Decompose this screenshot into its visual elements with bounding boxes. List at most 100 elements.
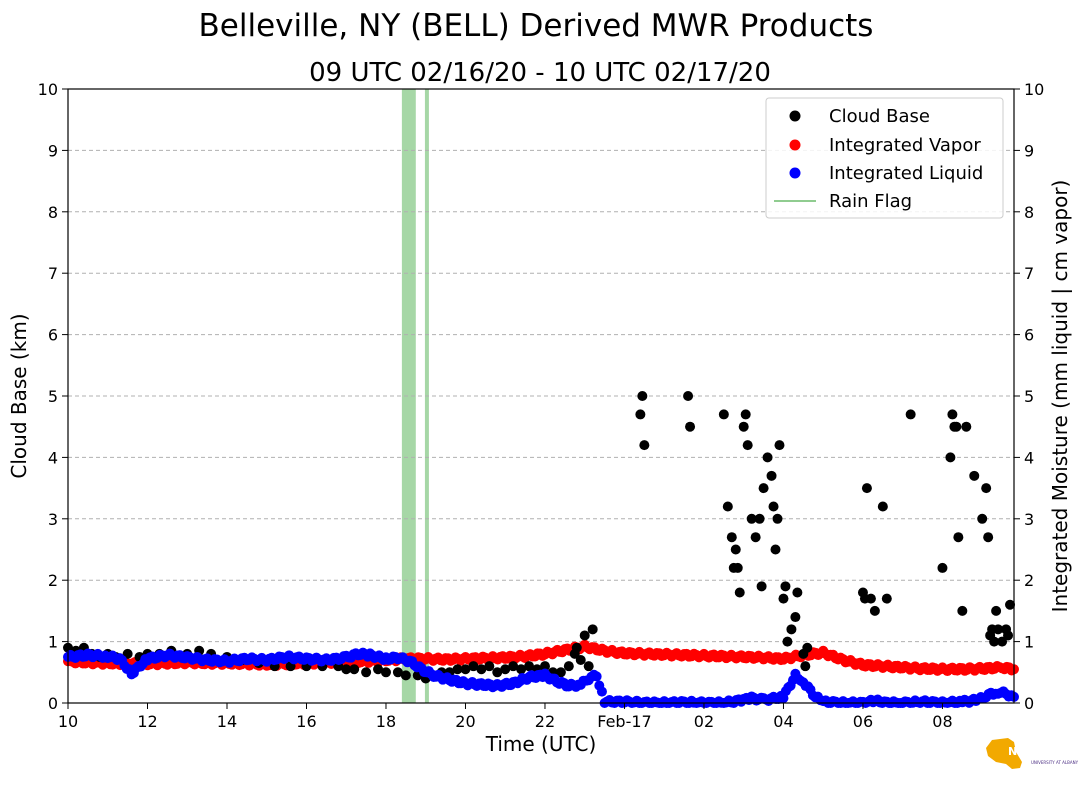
y-tick-label-left: 2 [48, 571, 58, 590]
cloud-base-point [905, 409, 916, 420]
cloud-base-point [361, 667, 372, 678]
cloud-base-point [981, 483, 992, 494]
y-tick-label-left: 1 [48, 633, 58, 652]
cloud-base-point [685, 421, 696, 432]
cloud-base-point [802, 642, 813, 653]
x-tick-label: 04 [773, 712, 793, 731]
y-tick-label-left: 6 [48, 326, 58, 345]
legend-marker-cloud-base [789, 110, 801, 122]
y-tick-label-left: 5 [48, 387, 58, 406]
cloud-base-point [460, 664, 471, 675]
cloud-base-point [563, 661, 574, 672]
cloud-base-point [341, 664, 352, 675]
legend-label-integrated-liquid: Integrated Liquid [829, 163, 983, 184]
x-tick-label: 18 [376, 712, 396, 731]
y-tick-label-right: 2 [1024, 571, 1034, 590]
x-tick-label: 10 [58, 712, 78, 731]
x-tick-label: 16 [296, 712, 316, 731]
cloud-base-point [869, 605, 880, 616]
cloud-base-point [571, 642, 582, 653]
cloud-base-point [1003, 630, 1014, 641]
cloud-base-point [639, 440, 650, 451]
cloud-base-point [555, 667, 566, 678]
y-axis-right-label: Integrated Moisture (mm liquid | cm vapo… [1048, 180, 1072, 613]
y-tick-label-right: 4 [1024, 448, 1034, 467]
cloud-base-point [865, 593, 876, 604]
chart-subtitle: 09 UTC 02/16/20 - 10 UTC 02/17/20 [309, 58, 771, 88]
y-axis-left-label: Cloud Base (km) [7, 313, 31, 478]
cloud-base-point [780, 581, 791, 592]
y-tick-label-right: 7 [1024, 264, 1034, 283]
y-tick-label-left: 7 [48, 264, 58, 283]
legend-box [765, 97, 1004, 219]
x-tick-label: 12 [137, 712, 157, 731]
cloud-base-point [997, 636, 1008, 647]
cloud-base-point [754, 513, 765, 524]
cloud-base-point [722, 501, 733, 512]
cloud-base-point [792, 587, 803, 598]
cloud-base-point [484, 661, 495, 672]
cloud-base-point [579, 630, 590, 641]
y-tick-label-left: 8 [48, 203, 58, 222]
cloud-base-point [746, 513, 757, 524]
cloud-base-point [790, 612, 801, 623]
cloud-base-point [1005, 599, 1016, 610]
cloud-base-point [575, 655, 586, 666]
y-tick-label-right: 6 [1024, 326, 1034, 345]
x-tick-label: 02 [694, 712, 714, 731]
y-tick-label-right: 8 [1024, 203, 1034, 222]
cloud-base-point [583, 661, 594, 672]
y-tick-label-left: 9 [48, 141, 58, 160]
chart-title: Belleville, NY (BELL) Derived MWR Produc… [199, 8, 874, 44]
data-layer [63, 391, 1019, 708]
y-tick-label-right: 0 [1024, 694, 1034, 713]
integrated-liquid-point [591, 671, 602, 682]
cloud-base-point [993, 624, 1004, 635]
cloud-base-point [772, 513, 783, 524]
x-axis-label: Time (UTC) [485, 732, 597, 756]
logo-subtext: UNIVERSITY AT ALBANY [1031, 760, 1079, 765]
cloud-base-point [524, 661, 535, 672]
nys-mesonet-logo: NYS Mesonet UNIVERSITY AT ALBANY [986, 738, 1089, 769]
cloud-base-point [953, 532, 964, 543]
legend-marker-integrated-liquid [789, 167, 801, 179]
integrated-liquid-point [596, 686, 607, 697]
cloud-base-point [989, 636, 1000, 647]
cloud-base-point [508, 661, 519, 672]
cloud-base-point [969, 470, 980, 481]
cloud-base-point [726, 532, 737, 543]
cloud-base-point [800, 661, 811, 672]
cloud-base-point [452, 664, 463, 675]
y-tick-label-right: 9 [1024, 141, 1034, 160]
cloud-base-point [881, 593, 892, 604]
rain-flag-band [401, 89, 416, 703]
cloud-base-point [991, 605, 1002, 616]
cloud-base-point [730, 544, 741, 555]
x-tick-label: Feb-17 [597, 712, 651, 731]
cloud-base-point [516, 664, 527, 675]
cloud-base-point [637, 391, 648, 401]
y-tick-label-left: 3 [48, 510, 58, 529]
legend-label-cloud-base: Cloud Base [829, 106, 930, 127]
cloud-base-point [782, 636, 793, 647]
cloud-base-point [740, 409, 751, 420]
x-tick-label: 20 [455, 712, 475, 731]
cloud-base-point [778, 593, 789, 604]
cloud-base-point [718, 409, 729, 420]
cloud-base-point [492, 667, 503, 678]
y-tick-label-right: 3 [1024, 510, 1034, 529]
cloud-base-point [750, 532, 761, 543]
cloud-base-point [734, 587, 745, 598]
cloud-base-point [392, 667, 403, 678]
cloud-base-point [766, 470, 777, 481]
y-tick-label-left: 10 [38, 80, 58, 99]
cloud-base-point [539, 661, 550, 672]
y-tick-label-left: 0 [48, 694, 58, 713]
legend-label-integrated-vapor: Integrated Vapor [829, 135, 981, 156]
cloud-base-point [947, 409, 958, 420]
cloud-base-point [758, 483, 769, 494]
cloud-base-point [961, 421, 972, 432]
cloud-base-point [468, 661, 479, 672]
